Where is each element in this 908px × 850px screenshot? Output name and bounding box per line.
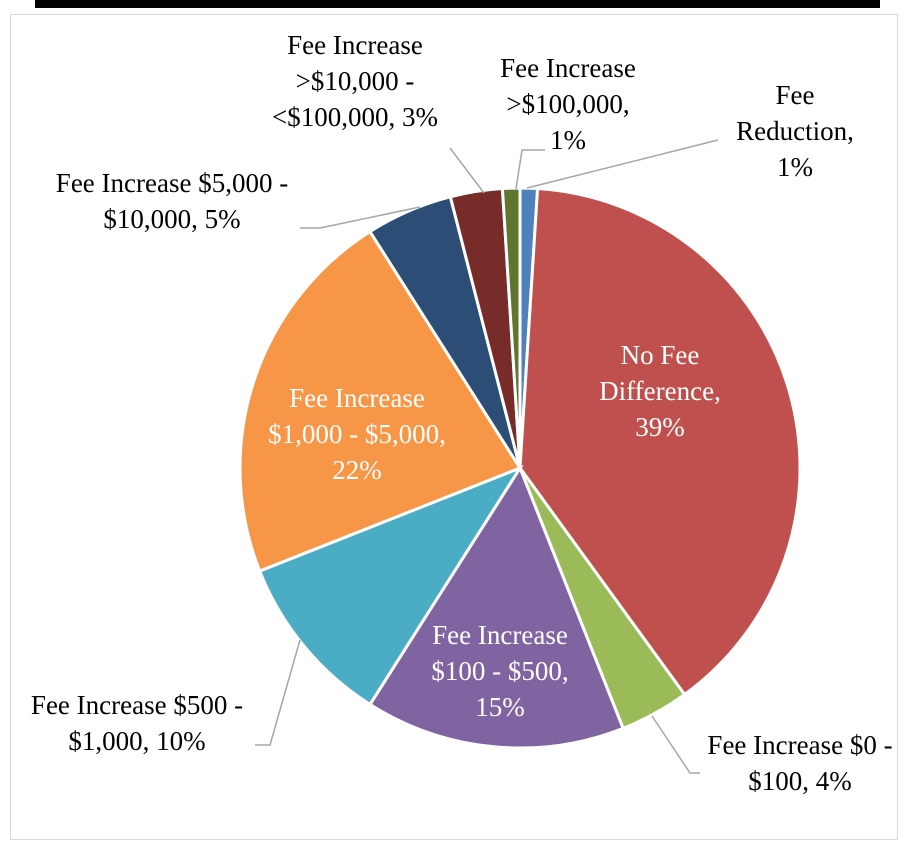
data-label: Fee Increase $0 - $100 4% bbox=[700, 727, 900, 799]
value-label: 39% bbox=[635, 412, 685, 442]
category-label: Fee Increase $0 - $100 bbox=[707, 730, 892, 796]
pie-slice bbox=[518, 186, 802, 697]
category-label: No Fee Difference bbox=[599, 340, 721, 406]
leader-line bbox=[300, 206, 421, 229]
category-label: Fee Increase $100 - $500 bbox=[431, 620, 568, 686]
value-label: 22% bbox=[332, 455, 382, 485]
pie bbox=[238, 186, 802, 750]
category-label: Fee Increase $1,000 - $5,000 bbox=[268, 383, 446, 449]
category-label: Fee Increase $500 - $1,000 bbox=[31, 690, 243, 756]
value-label: 3% bbox=[401, 102, 438, 132]
category-label: Fee Increase >$10,000 - <$100,000 bbox=[272, 30, 423, 132]
value-label: 15% bbox=[475, 692, 525, 722]
data-label: Fee Reduction 1% bbox=[730, 77, 860, 185]
leader-line bbox=[526, 139, 719, 189]
category-label: Fee Increase $5,000 - $10,000 bbox=[56, 168, 288, 234]
leader-line bbox=[449, 147, 485, 194]
leader-line bbox=[651, 715, 700, 774]
category-label: Fee Increase >$100,000 bbox=[500, 53, 636, 119]
value-label: 1% bbox=[550, 125, 586, 155]
pie-slice bbox=[238, 229, 523, 574]
data-label: No Fee Difference 39% bbox=[590, 337, 730, 445]
data-label: Fee Increase >$10,000 - <$100,000 3% bbox=[255, 27, 455, 135]
data-label: Fee Increase $500 - $1,000 10% bbox=[12, 687, 262, 759]
pie-slice bbox=[500, 186, 522, 469]
title-underline bbox=[35, 0, 880, 8]
data-label: Fee Increase >$100,000 1% bbox=[488, 50, 648, 158]
leader-line bbox=[515, 149, 545, 190]
value-label: 10% bbox=[156, 726, 206, 756]
pie-slice bbox=[367, 464, 626, 750]
data-label: Fee Increase $100 - $500 15% bbox=[415, 617, 585, 725]
category-label: Fee Reduction bbox=[736, 80, 854, 146]
value-label: 4% bbox=[815, 766, 852, 796]
data-label: Fee Increase $1,000 - $5,000 22% bbox=[257, 380, 457, 488]
leader-lines bbox=[255, 139, 719, 774]
data-label: Fee Increase $5,000 - $10,000 5% bbox=[32, 165, 312, 237]
leader-line bbox=[255, 639, 301, 746]
value-label: 1% bbox=[777, 152, 813, 182]
pie-slice bbox=[257, 464, 524, 707]
chart-frame bbox=[10, 14, 898, 840]
value-label: 5% bbox=[204, 204, 241, 234]
